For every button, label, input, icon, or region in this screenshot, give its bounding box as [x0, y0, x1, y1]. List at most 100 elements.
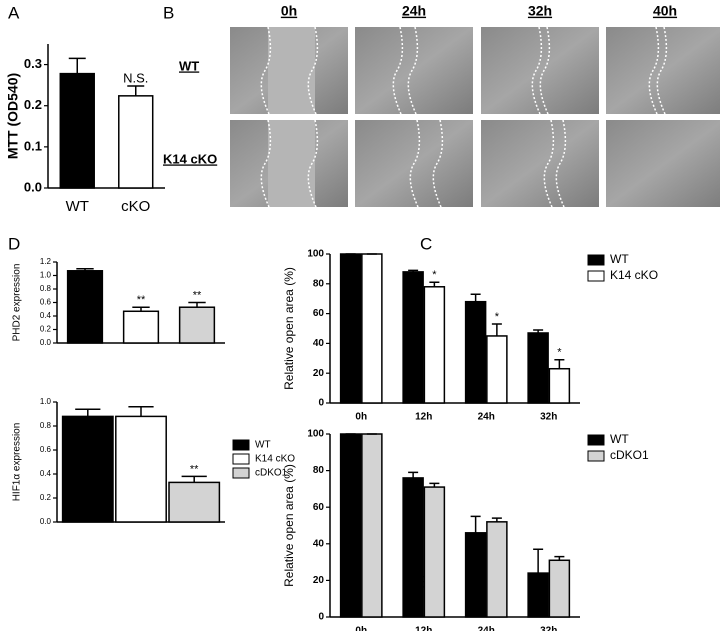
wound-edge [432, 119, 444, 208]
x-tick-label: 24h [478, 412, 495, 423]
y-tick-label: 1.0 [40, 271, 52, 280]
y-tick-label: 1.0 [40, 397, 52, 406]
wound-edge [392, 26, 404, 115]
bar [548, 559, 571, 618]
error-bar [132, 306, 150, 312]
error-bar [408, 269, 419, 272]
bar [464, 300, 487, 404]
error-bar [491, 323, 502, 336]
bar [115, 415, 167, 523]
legend-label: WT [255, 440, 271, 451]
y-tick-label: 0.0 [24, 179, 42, 194]
y-tick-label: 0.6 [40, 298, 52, 307]
y-tick-label: 80 [313, 278, 325, 289]
x-tick-label: 32h [540, 626, 557, 631]
wound-edge [648, 26, 660, 115]
micrograph [481, 27, 599, 114]
y-tick-label: 40 [313, 338, 325, 349]
y-axis-label: PHD2 expression [12, 264, 23, 342]
bar [168, 481, 221, 523]
column-label: 24h [402, 3, 426, 19]
x-tick-label: 12h [415, 626, 432, 631]
wound-edge [409, 119, 421, 208]
y-tick-label: 20 [313, 575, 325, 586]
y-tick-label: 0 [318, 398, 324, 409]
error-bar [429, 281, 440, 287]
error-bar [188, 301, 206, 308]
panel-label: B [163, 3, 174, 22]
y-tick-label: 0.2 [24, 97, 42, 112]
error-bar [75, 408, 101, 417]
bar [464, 532, 487, 618]
significance: ** [193, 289, 202, 301]
x-tick-label: 0h [355, 412, 367, 423]
bar [118, 95, 154, 189]
bar [423, 286, 446, 404]
y-tick-label: 60 [313, 308, 325, 319]
x-tick-label: 24h [478, 626, 495, 631]
y-tick-label: 0.2 [40, 325, 52, 334]
legend-label: K14 cKO [610, 268, 658, 282]
legend-swatch [232, 439, 250, 451]
y-tick-label: 0.0 [40, 517, 52, 526]
column-label: 32h [528, 3, 552, 19]
legend-label: WT [610, 432, 629, 446]
x-tick-label: cKO [121, 198, 150, 215]
legend-swatch [232, 453, 250, 465]
legend-label: K14 cKO [255, 454, 295, 465]
error-bar [554, 555, 565, 561]
error-bar [76, 268, 94, 271]
error-bar [470, 293, 481, 302]
legend-label: cDKO1 [610, 448, 649, 462]
bar [527, 332, 549, 404]
micrograph [481, 120, 599, 207]
wound-edge [539, 26, 551, 115]
y-tick-label: 0.4 [40, 311, 52, 320]
bar [486, 335, 508, 404]
y-tick-label: 0.0 [40, 338, 52, 347]
y-tick-label: 0.8 [40, 284, 52, 293]
micrograph [355, 27, 473, 114]
error-bar [470, 515, 481, 533]
x-tick-label: 0h [355, 626, 367, 631]
wound-edge [543, 119, 555, 208]
legend-label: WT [610, 252, 629, 266]
y-tick-label: 0.2 [40, 493, 52, 502]
panel-label: D [8, 234, 20, 253]
wound-edge [307, 119, 319, 208]
x-tick-label: 12h [415, 412, 432, 423]
bar [548, 367, 571, 404]
row-label: WT [179, 58, 199, 73]
y-tick-label: 60 [313, 502, 325, 513]
y-axis-label: MTT (OD540) [5, 73, 21, 159]
column-label: 0h [281, 3, 297, 19]
column-label: 40h [653, 3, 677, 19]
error-bar [68, 57, 86, 74]
y-axis-label: HIF1α expression [12, 423, 23, 502]
bar [423, 486, 446, 618]
micrograph [606, 120, 720, 207]
y-tick-label: 100 [307, 429, 324, 440]
error-bar [128, 406, 154, 417]
error-bar [429, 482, 440, 488]
bar [361, 253, 383, 404]
micrograph [606, 27, 720, 114]
y-tick-label: 1.2 [40, 257, 52, 266]
wound-edge [555, 119, 567, 208]
significance: ** [190, 463, 199, 475]
wound-edge [656, 26, 668, 115]
legend-swatch [587, 254, 605, 266]
bar [486, 521, 508, 618]
y-tick-label: 20 [313, 368, 325, 379]
x-tick-label: WT [66, 198, 89, 215]
bar [339, 433, 362, 618]
y-tick-label: 0 [318, 612, 324, 623]
wound-edge [407, 26, 419, 115]
error-bar [533, 548, 544, 574]
bar [361, 433, 383, 618]
row-label: K14 cKO [163, 151, 217, 166]
error-bar [408, 471, 419, 478]
panel-label: C [420, 234, 432, 253]
significance: N.S. [123, 70, 148, 85]
